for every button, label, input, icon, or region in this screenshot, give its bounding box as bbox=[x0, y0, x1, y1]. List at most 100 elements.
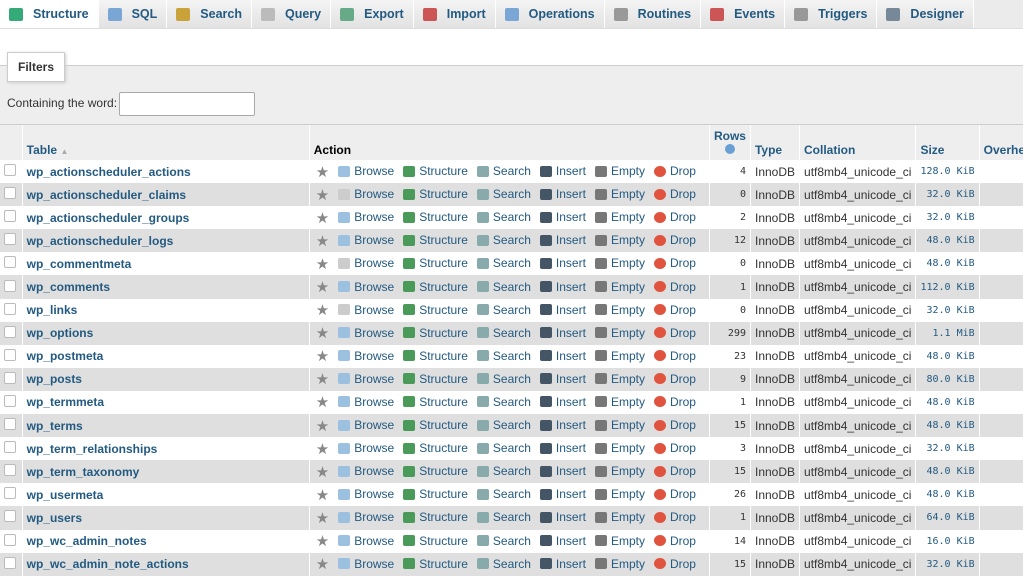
insert-link[interactable]: Insert bbox=[539, 441, 586, 455]
favorite-star-icon[interactable]: ★ bbox=[315, 533, 330, 551]
browse-link[interactable]: Browse bbox=[338, 534, 394, 548]
tab-designer[interactable]: Designer bbox=[877, 0, 974, 28]
insert-link[interactable]: Insert bbox=[539, 464, 586, 478]
favorite-star-icon[interactable]: ★ bbox=[315, 255, 330, 273]
favorite-star-icon[interactable]: ★ bbox=[315, 556, 330, 574]
table-name-link[interactable]: wp_posts bbox=[22, 367, 310, 391]
favorite-star-icon[interactable]: ★ bbox=[315, 302, 330, 320]
row-select[interactable] bbox=[0, 483, 23, 507]
search-link[interactable]: Search bbox=[476, 487, 531, 501]
browse-link[interactable]: Browse bbox=[338, 441, 394, 455]
table-name-link[interactable]: wp_term_taxonomy bbox=[22, 460, 310, 484]
row-checkbox[interactable] bbox=[4, 256, 16, 269]
structure-link[interactable]: Structure bbox=[403, 557, 468, 571]
drop-link[interactable]: Drop bbox=[653, 487, 696, 501]
search-link[interactable]: Search bbox=[476, 534, 531, 548]
row-select[interactable] bbox=[0, 344, 23, 368]
favorite-star-icon[interactable]: ★ bbox=[315, 279, 330, 297]
structure-link[interactable]: Structure bbox=[403, 164, 468, 178]
table-size-link[interactable]: 112.0 KiB bbox=[915, 275, 980, 299]
empty-link[interactable]: Empty bbox=[594, 418, 645, 432]
tab-triggers[interactable]: Triggers bbox=[785, 0, 878, 28]
insert-link[interactable]: Insert bbox=[539, 487, 586, 501]
row-select[interactable] bbox=[0, 506, 23, 530]
empty-link[interactable]: Empty bbox=[594, 256, 645, 270]
drop-link[interactable]: Drop bbox=[653, 464, 696, 478]
table-size-link[interactable]: 48.0 KiB bbox=[915, 483, 980, 507]
insert-link[interactable]: Insert bbox=[539, 418, 586, 432]
search-link[interactable]: Search bbox=[476, 510, 531, 524]
structure-link[interactable]: Structure bbox=[403, 464, 468, 478]
drop-link[interactable]: Drop bbox=[653, 233, 696, 247]
insert-link[interactable]: Insert bbox=[539, 372, 586, 386]
table-size-link[interactable]: 48.0 KiB bbox=[915, 390, 980, 415]
tab-query[interactable]: Query bbox=[251, 0, 332, 28]
browse-link[interactable]: Browse bbox=[338, 372, 394, 386]
drop-link[interactable]: Drop bbox=[653, 395, 696, 409]
empty-link[interactable]: Empty bbox=[594, 233, 645, 247]
table-name-link[interactable]: wp_actionscheduler_groups bbox=[22, 206, 310, 230]
drop-link[interactable]: Drop bbox=[653, 280, 696, 294]
insert-link[interactable]: Insert bbox=[539, 280, 586, 294]
row-select[interactable] bbox=[0, 529, 23, 553]
browse-link[interactable]: Browse bbox=[338, 349, 394, 363]
drop-link[interactable]: Drop bbox=[653, 303, 696, 317]
tab-sql[interactable]: SQL bbox=[98, 0, 168, 28]
table-name-link[interactable]: wp_actionscheduler_logs bbox=[22, 229, 310, 253]
collation-header[interactable]: Collation bbox=[799, 125, 917, 160]
tab-search[interactable]: Search bbox=[167, 0, 252, 28]
table-size-link[interactable]: 48.0 KiB bbox=[915, 414, 980, 438]
filter-word-input[interactable] bbox=[119, 92, 255, 116]
empty-link[interactable]: Empty bbox=[594, 557, 645, 571]
structure-link[interactable]: Structure bbox=[403, 256, 468, 270]
browse-link[interactable]: Browse bbox=[338, 256, 394, 270]
row-checkbox[interactable] bbox=[4, 348, 16, 361]
search-link[interactable]: Search bbox=[476, 280, 531, 294]
row-checkbox[interactable] bbox=[4, 164, 16, 177]
drop-link[interactable]: Drop bbox=[653, 326, 696, 340]
row-checkbox[interactable] bbox=[4, 302, 16, 315]
row-checkbox[interactable] bbox=[4, 487, 16, 500]
structure-link[interactable]: Structure bbox=[403, 187, 468, 201]
table-size-link[interactable]: 48.0 KiB bbox=[915, 344, 980, 368]
empty-link[interactable]: Empty bbox=[594, 280, 645, 294]
empty-link[interactable]: Empty bbox=[594, 326, 645, 340]
row-checkbox[interactable] bbox=[4, 325, 16, 338]
tab-operations[interactable]: Operations bbox=[495, 0, 605, 28]
row-checkbox[interactable] bbox=[4, 533, 16, 546]
row-select[interactable] bbox=[0, 321, 23, 345]
row-select[interactable] bbox=[0, 298, 23, 322]
drop-link[interactable]: Drop bbox=[653, 510, 696, 524]
insert-link[interactable]: Insert bbox=[539, 187, 586, 201]
structure-link[interactable]: Structure bbox=[403, 233, 468, 247]
search-link[interactable]: Search bbox=[476, 372, 531, 386]
structure-link[interactable]: Structure bbox=[403, 280, 468, 294]
row-checkbox[interactable] bbox=[4, 371, 16, 384]
insert-link[interactable]: Insert bbox=[539, 349, 586, 363]
row-checkbox[interactable] bbox=[4, 279, 16, 292]
table-name-link[interactable]: wp_postmeta bbox=[22, 344, 310, 368]
table-name-link[interactable]: wp_actionscheduler_claims bbox=[22, 183, 310, 207]
search-link[interactable]: Search bbox=[476, 210, 531, 224]
empty-link[interactable]: Empty bbox=[594, 164, 645, 178]
row-select[interactable] bbox=[0, 160, 23, 184]
search-link[interactable]: Search bbox=[476, 349, 531, 363]
table-size-link[interactable]: 16.0 KiB bbox=[915, 529, 980, 553]
row-checkbox[interactable] bbox=[4, 418, 16, 431]
favorite-star-icon[interactable]: ★ bbox=[315, 348, 330, 366]
favorite-star-icon[interactable]: ★ bbox=[315, 394, 330, 412]
table-size-link[interactable]: 48.0 KiB bbox=[915, 460, 980, 484]
drop-link[interactable]: Drop bbox=[653, 256, 696, 270]
favorite-star-icon[interactable]: ★ bbox=[315, 440, 330, 458]
drop-link[interactable]: Drop bbox=[653, 210, 696, 224]
search-link[interactable]: Search bbox=[476, 464, 531, 478]
overhead-header[interactable]: Overhe bbox=[979, 125, 1023, 160]
browse-link[interactable]: Browse bbox=[338, 510, 394, 524]
table-name-link[interactable]: wp_comments bbox=[22, 275, 310, 299]
drop-link[interactable]: Drop bbox=[653, 349, 696, 363]
search-link[interactable]: Search bbox=[476, 441, 531, 455]
structure-link[interactable]: Structure bbox=[403, 487, 468, 501]
row-select[interactable] bbox=[0, 552, 23, 576]
size-header[interactable]: Size bbox=[915, 125, 980, 160]
browse-link[interactable]: Browse bbox=[338, 418, 394, 432]
